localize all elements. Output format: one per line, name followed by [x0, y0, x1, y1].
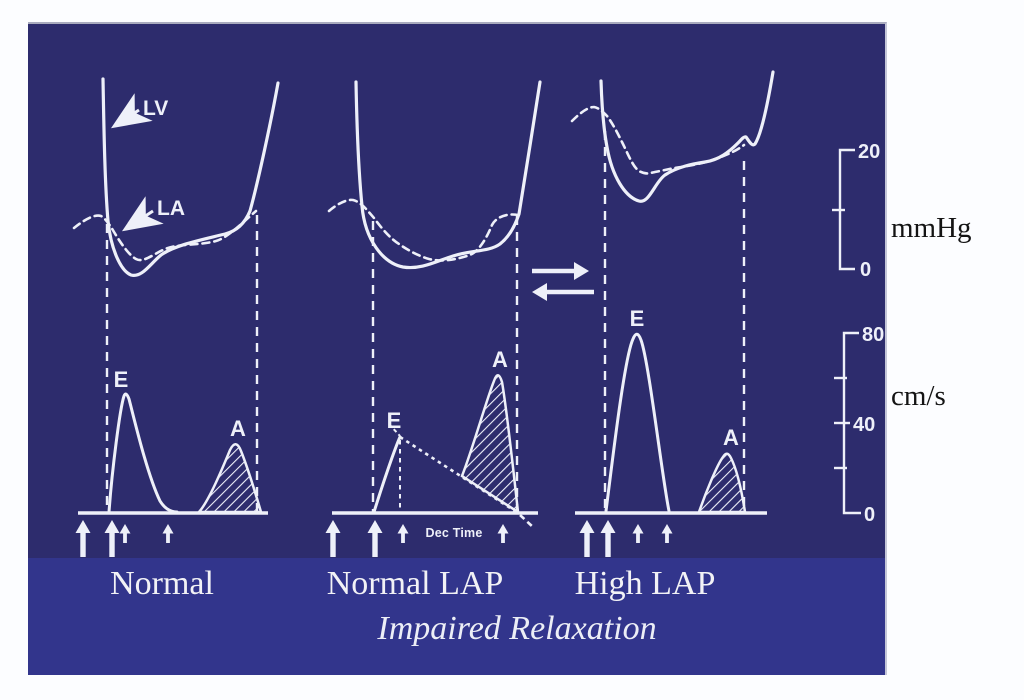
panel-normal: LV LA E A	[72, 77, 280, 557]
e-wave-label: E	[114, 367, 129, 392]
caption-band: Normal Normal LAP High LAP Impaired Rela…	[28, 558, 885, 675]
tracings-canvas: LV LA E A	[72, 70, 884, 557]
deceleration-slope-tail	[519, 514, 535, 529]
timing-arrow-small	[397, 524, 409, 543]
a-wave-label: A	[723, 425, 739, 450]
timing-arrow-small	[661, 524, 673, 543]
reversibility-arrows	[532, 262, 594, 301]
timing-arrow-large	[579, 520, 595, 557]
timing-arrow-large	[75, 520, 91, 557]
a-wave	[196, 443, 263, 514]
timing-arrow-large	[104, 520, 120, 557]
tracings-area: LV LA E A	[28, 24, 885, 558]
pressure-scale: 20 0	[832, 141, 880, 281]
pressure-tick-top: 20	[858, 141, 880, 163]
left-arrow-head	[532, 283, 547, 301]
diastolic-function-figure: LV LA E A	[28, 22, 887, 675]
lv-label: LV	[143, 97, 168, 120]
timing-arrow-small	[119, 524, 131, 543]
la-pointer-arrow	[121, 196, 164, 232]
e-wave-upstroke	[372, 435, 402, 514]
timing-arrow-large	[600, 520, 616, 557]
velocity-unit-label: cm/s	[891, 380, 946, 412]
e-wave	[604, 332, 671, 513]
panel-caption-normal: Normal	[110, 565, 214, 602]
la-pressure-curve	[327, 198, 520, 262]
panel-high-lap: E A	[570, 70, 775, 557]
e-wave	[107, 392, 179, 514]
right-arrow-head	[574, 262, 589, 280]
a-wave-label: A	[492, 347, 508, 372]
timing-arrow-large	[325, 520, 341, 557]
a-wave	[697, 452, 747, 514]
lv-pressure-curve	[354, 80, 542, 270]
velocity-tick-bottom: 0	[864, 504, 875, 526]
lv-pointer-arrow	[110, 93, 153, 129]
timing-arrow-small	[162, 524, 174, 543]
panel-normal-lap: E A Dec Time	[325, 80, 542, 557]
deceleration-slope-line	[399, 435, 519, 515]
e-wave-label: E	[630, 306, 645, 331]
velocity-tick-mid: 40	[853, 414, 875, 436]
timing-arrow-small	[632, 524, 644, 543]
velocity-tick-top: 80	[862, 324, 884, 346]
a-wave	[460, 374, 520, 515]
la-pressure-curve	[570, 105, 746, 175]
pressure-tick-bottom: 0	[860, 259, 871, 281]
velocity-scale: 80 40 0	[834, 324, 884, 526]
lv-pressure-curve	[101, 77, 280, 277]
figure-caption: Impaired Relaxation	[377, 610, 657, 647]
dec-time-label: Dec Time	[426, 526, 483, 540]
panel-caption-high-lap: High LAP	[574, 565, 716, 602]
panel-caption-normal-lap: Normal LAP	[326, 565, 504, 602]
a-wave-label: A	[230, 416, 246, 441]
lv-pressure-curve	[599, 70, 775, 203]
timing-arrow-large	[367, 520, 383, 557]
e-wave-label: E	[387, 408, 402, 433]
pressure-unit-label: mmHg	[891, 212, 972, 244]
timing-arrow-small	[497, 524, 509, 543]
la-pressure-curve	[72, 209, 258, 262]
e-peak-extrapolation-dash	[388, 423, 401, 437]
la-label: LA	[157, 197, 185, 220]
